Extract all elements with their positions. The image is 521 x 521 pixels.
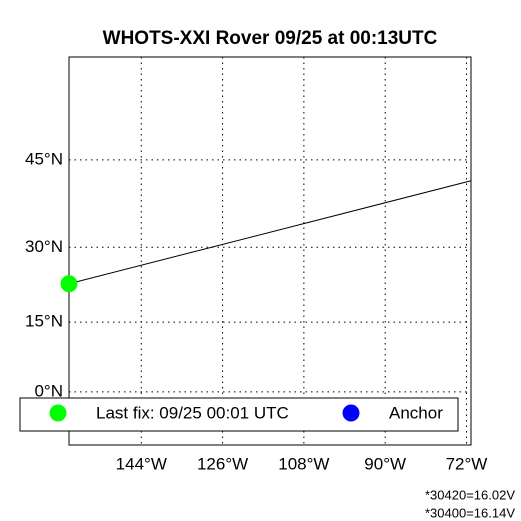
x-tick-label: 126°W xyxy=(197,454,248,473)
y-tick-label: 0°N xyxy=(34,381,63,400)
chart-title: WHOTS-XXI Rover 09/25 at 00:13UTC xyxy=(103,28,438,49)
annotation: *30400=16.14V xyxy=(425,505,515,520)
track-line xyxy=(68,180,472,285)
x-tick-label: 108°W xyxy=(278,454,329,473)
plot-frame xyxy=(68,56,472,446)
x-tick-label: 90°W xyxy=(364,454,406,473)
legend-label: Anchor xyxy=(389,403,443,422)
y-tick-label: 45°N xyxy=(25,149,63,168)
annotation: *30420=16.02V xyxy=(425,487,515,502)
legend-marker xyxy=(342,404,360,422)
x-tick-label: 144°W xyxy=(116,454,167,473)
legend: Last fix: 09/25 00:01 UTC Anchor xyxy=(19,397,459,432)
legend-box xyxy=(19,397,459,432)
y-tick-label: 15°N xyxy=(25,312,63,331)
y-tick-label: 30°N xyxy=(25,237,63,256)
position-marker xyxy=(60,275,78,293)
x-tick-label: 72°W xyxy=(446,454,488,473)
legend-label: Last fix: 09/25 00:01 UTC xyxy=(96,403,289,422)
legend-marker xyxy=(49,404,67,422)
